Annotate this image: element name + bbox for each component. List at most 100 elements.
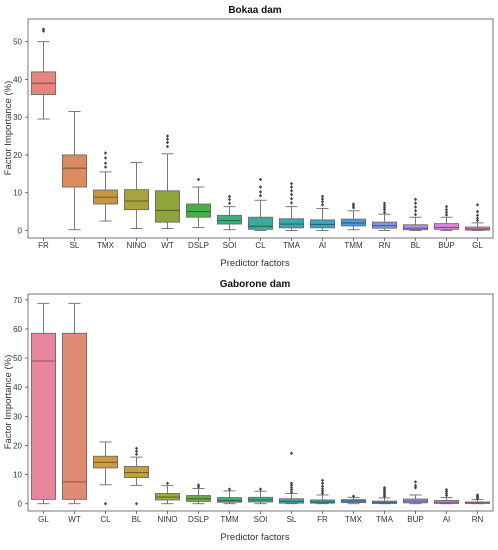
outlier-point: [382, 201, 387, 206]
x-tick-label: SOI: [223, 241, 237, 250]
box-tmm: [216, 487, 243, 505]
x-tick-label: TMA: [376, 515, 394, 524]
outlier-point: [103, 165, 108, 169]
chart-title: Bokaa dam: [228, 5, 281, 16]
y-tick-label: 50: [13, 38, 22, 47]
x-tick-label: DSLP: [188, 515, 209, 524]
outlier-point: [134, 446, 139, 451]
x-tick-label: FR: [317, 515, 328, 524]
x-tick-label: GL: [38, 515, 49, 524]
box-tma: [278, 181, 305, 231]
outlier-point: [444, 207, 449, 212]
box-body: [216, 497, 243, 503]
outlier-point: [196, 483, 201, 487]
outlier-point: [351, 205, 356, 210]
outlier-point: [289, 490, 294, 494]
x-axis-label: Predictor factors: [220, 532, 289, 543]
outlier-point: [258, 185, 263, 189]
outlier-point: [320, 481, 325, 486]
outlier-point: [320, 486, 325, 491]
box-body: [30, 332, 57, 500]
outlier-point: [351, 204, 356, 208]
y-tick-label: 10: [13, 189, 22, 198]
box-gl: [464, 202, 491, 231]
outlier-point: [289, 196, 294, 201]
outlier-point: [382, 203, 387, 208]
outlier-point: [475, 218, 480, 223]
outlier-point: [475, 493, 480, 497]
outlier-point: [413, 205, 418, 209]
outlier-point: [320, 484, 325, 489]
outlier-point: [196, 177, 201, 182]
x-tick-label: TMM: [220, 515, 239, 524]
outlier-point: [41, 29, 46, 33]
box-sl: [61, 111, 88, 231]
outlier-point: [258, 190, 263, 194]
outlier-point: [320, 194, 325, 199]
outlier-point: [289, 485, 294, 490]
box-tmm: [340, 202, 367, 231]
outlier-point: [320, 199, 325, 204]
y-tick-label: 40: [13, 75, 22, 84]
outlier-point: [227, 487, 232, 491]
bokaa-panel: Bokaa dam Predictor factors Factor Impor…: [3, 5, 494, 269]
y-tick-label: 20: [13, 441, 22, 450]
box-fr: [30, 27, 57, 120]
outlier-point: [165, 144, 170, 149]
box-sl: [278, 451, 305, 505]
x-tick-label: FR: [38, 241, 49, 250]
x-tick-label: DSLP: [188, 241, 209, 250]
y-tick-label: 60: [13, 325, 22, 334]
outlier-point: [103, 151, 108, 155]
box-tmx: [92, 151, 119, 222]
box-bl: [402, 197, 429, 231]
x-axis-label: Predictor factors: [220, 258, 289, 269]
box-tmx: [340, 494, 367, 505]
outlier-point: [103, 161, 108, 166]
x-tick-label: WT: [68, 515, 81, 524]
box-wt: [154, 134, 181, 230]
outlier-point: [289, 181, 294, 186]
box-wt: [61, 302, 88, 505]
y-tick-label: 30: [13, 113, 22, 122]
y-tick-label: 50: [13, 354, 22, 363]
outlier-point: [413, 483, 418, 488]
box-body: [123, 465, 150, 478]
outlier-point: [382, 205, 387, 210]
box-body: [61, 154, 88, 188]
box-body: [433, 223, 460, 230]
x-tick-label: BL: [132, 515, 142, 524]
x-tick-label: TMX: [97, 241, 115, 250]
box-rn: [371, 201, 398, 231]
plot-frame: [27, 293, 494, 512]
box-nino: [154, 481, 181, 505]
outlier-point: [475, 216, 480, 221]
y-tick-label: 10: [13, 471, 22, 480]
x-tick-label: AI: [443, 515, 451, 524]
x-tick-label: SL: [287, 515, 297, 524]
outlier-point: [165, 140, 170, 145]
box-body: [185, 203, 212, 218]
box-nino: [123, 162, 150, 230]
x-tick-label: NINO: [158, 515, 178, 524]
x-tick-label: RN: [379, 241, 391, 250]
x-tick-label: TMA: [283, 241, 301, 250]
box-tma: [371, 485, 398, 505]
outlier-point: [413, 201, 418, 206]
x-tick-label: GL: [472, 241, 483, 250]
outlier-point: [165, 481, 170, 486]
box-body: [216, 214, 243, 225]
box-bup: [433, 204, 460, 231]
box-body: [61, 332, 88, 500]
outlier-point: [227, 201, 232, 206]
outlier-point: [413, 480, 418, 484]
outlier-point: [289, 483, 294, 488]
x-tick-label: CL: [255, 241, 266, 250]
y-tick-label: 70: [13, 296, 22, 305]
chart-title: Gaborone dam: [220, 279, 291, 290]
outlier-point: [258, 193, 263, 198]
outlier-point: [227, 197, 232, 202]
outlier-point: [289, 451, 294, 456]
box-body: [247, 216, 274, 230]
